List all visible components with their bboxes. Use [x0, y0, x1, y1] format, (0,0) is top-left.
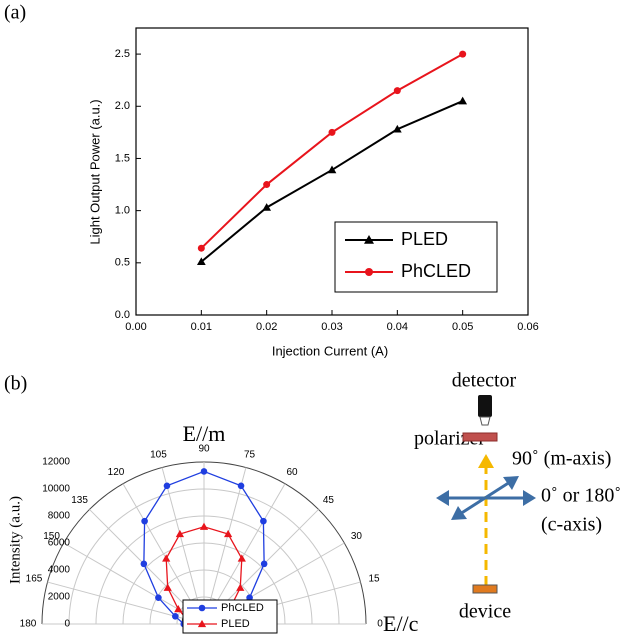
annotation: E//c: [383, 611, 419, 634]
grid-spoke: [122, 483, 194, 605]
marker: [197, 244, 205, 252]
marker: [392, 124, 402, 133]
marker: [236, 583, 245, 591]
marker: [163, 482, 171, 490]
marker: [223, 529, 233, 538]
panel-label: (a): [4, 2, 26, 24]
legend-box: [182, 599, 278, 634]
theta-tick-label: 60: [286, 467, 298, 478]
theta-tick-label: 150: [43, 531, 60, 542]
y-tick-label: 2.5: [115, 48, 130, 60]
axis-label: 0˚ or 180˚: [541, 485, 621, 507]
legend-label: PhCLED: [401, 261, 471, 281]
marker: [459, 50, 467, 58]
marker: [237, 554, 246, 562]
marker: [365, 268, 373, 276]
x-tick-label: 0.01: [191, 321, 212, 333]
marker: [155, 594, 162, 601]
annotation: E//m: [183, 421, 226, 446]
axis-label: (c-axis): [541, 514, 602, 536]
theta-tick-label: 75: [244, 450, 256, 461]
grid-spoke: [63, 542, 185, 614]
theta-tick-label: 15: [368, 573, 380, 584]
r-tick-label: 6000: [48, 538, 71, 549]
x-tick-label: 0.06: [517, 321, 538, 333]
marker: [197, 619, 207, 628]
polarizer: [462, 432, 498, 442]
theta-tick-label: 135: [71, 495, 88, 506]
grid-spoke: [47, 581, 183, 619]
marker: [263, 181, 271, 189]
marker: [260, 560, 268, 568]
theta-tick-label: 180: [20, 619, 37, 630]
r-tick-label: 0: [64, 619, 70, 630]
legend-label: PhCLED: [221, 602, 264, 614]
marker: [260, 517, 267, 525]
marker: [458, 96, 468, 105]
marker: [364, 235, 374, 244]
device: [472, 584, 498, 594]
r-tick-label: 10000: [42, 484, 70, 495]
marker: [140, 560, 148, 568]
marker: [328, 128, 336, 136]
legend-label: PLED: [401, 229, 448, 249]
detector: [478, 395, 492, 417]
r-tick-label: 8000: [48, 511, 71, 522]
device-label: device: [459, 601, 511, 623]
x-tick-label: 0.03: [321, 321, 342, 333]
x-tick-label: 0.04: [387, 321, 408, 333]
arrowhead: [478, 454, 494, 468]
axis-label: 90˚ (m-axis): [512, 448, 611, 470]
panel-label: (b): [4, 373, 27, 395]
theta-tick-label: 0: [377, 619, 383, 630]
legend-box: [334, 221, 498, 293]
y-tick-label: 2.0: [115, 100, 130, 112]
marker: [262, 203, 272, 211]
marker: [237, 482, 245, 490]
marker: [175, 529, 185, 538]
marker: [141, 517, 148, 525]
theta-tick-label: 120: [108, 467, 125, 478]
marker: [393, 87, 401, 95]
x-tick-label: 0.05: [452, 321, 473, 333]
grid-spoke: [214, 483, 286, 605]
r-tick-label: 2000: [48, 592, 71, 603]
r-axis-label: Intensity (a.u.): [7, 496, 23, 584]
m-axis-arrow: [459, 480, 511, 516]
x-tick-label: 0.00: [125, 321, 146, 333]
marker: [172, 613, 179, 620]
grid-spoke: [219, 509, 319, 609]
theta-tick-label: 90: [198, 444, 210, 455]
marker: [327, 165, 337, 174]
x-tick-label: 0.02: [256, 321, 277, 333]
r-tick-label: 4000: [48, 565, 71, 576]
theta-tick-label: 30: [351, 531, 363, 542]
marker: [163, 583, 172, 591]
theta-tick-label: 165: [26, 573, 43, 584]
legend-label: PLED: [221, 618, 250, 630]
diagram: detector polarizer 90˚ (m-axis) 0˚ or 18…: [414, 370, 621, 623]
y-tick-label: 1.0: [115, 205, 130, 217]
marker: [198, 604, 206, 612]
marker: [174, 605, 183, 613]
x-axis-label: Injection Current (A): [272, 343, 388, 358]
marker: [246, 594, 253, 601]
marker: [199, 522, 209, 530]
y-tick-label: 1.5: [115, 152, 130, 164]
y-tick-label: 0.5: [115, 257, 130, 269]
marker: [162, 554, 171, 562]
theta-tick-label: 105: [150, 450, 167, 461]
grid-spoke: [89, 509, 189, 609]
marker: [196, 257, 206, 266]
series-line: [200, 53, 464, 249]
detector-label: detector: [452, 370, 517, 392]
y-tick-label: 0.0: [115, 309, 130, 321]
arrowhead: [451, 476, 519, 520]
y-axis-label: Light Output Power (a.u.): [87, 99, 102, 244]
detector-tip: [479, 416, 491, 426]
theta-tick-label: 45: [323, 495, 335, 506]
r-tick-label: 12000: [42, 457, 70, 468]
marker: [200, 468, 208, 475]
